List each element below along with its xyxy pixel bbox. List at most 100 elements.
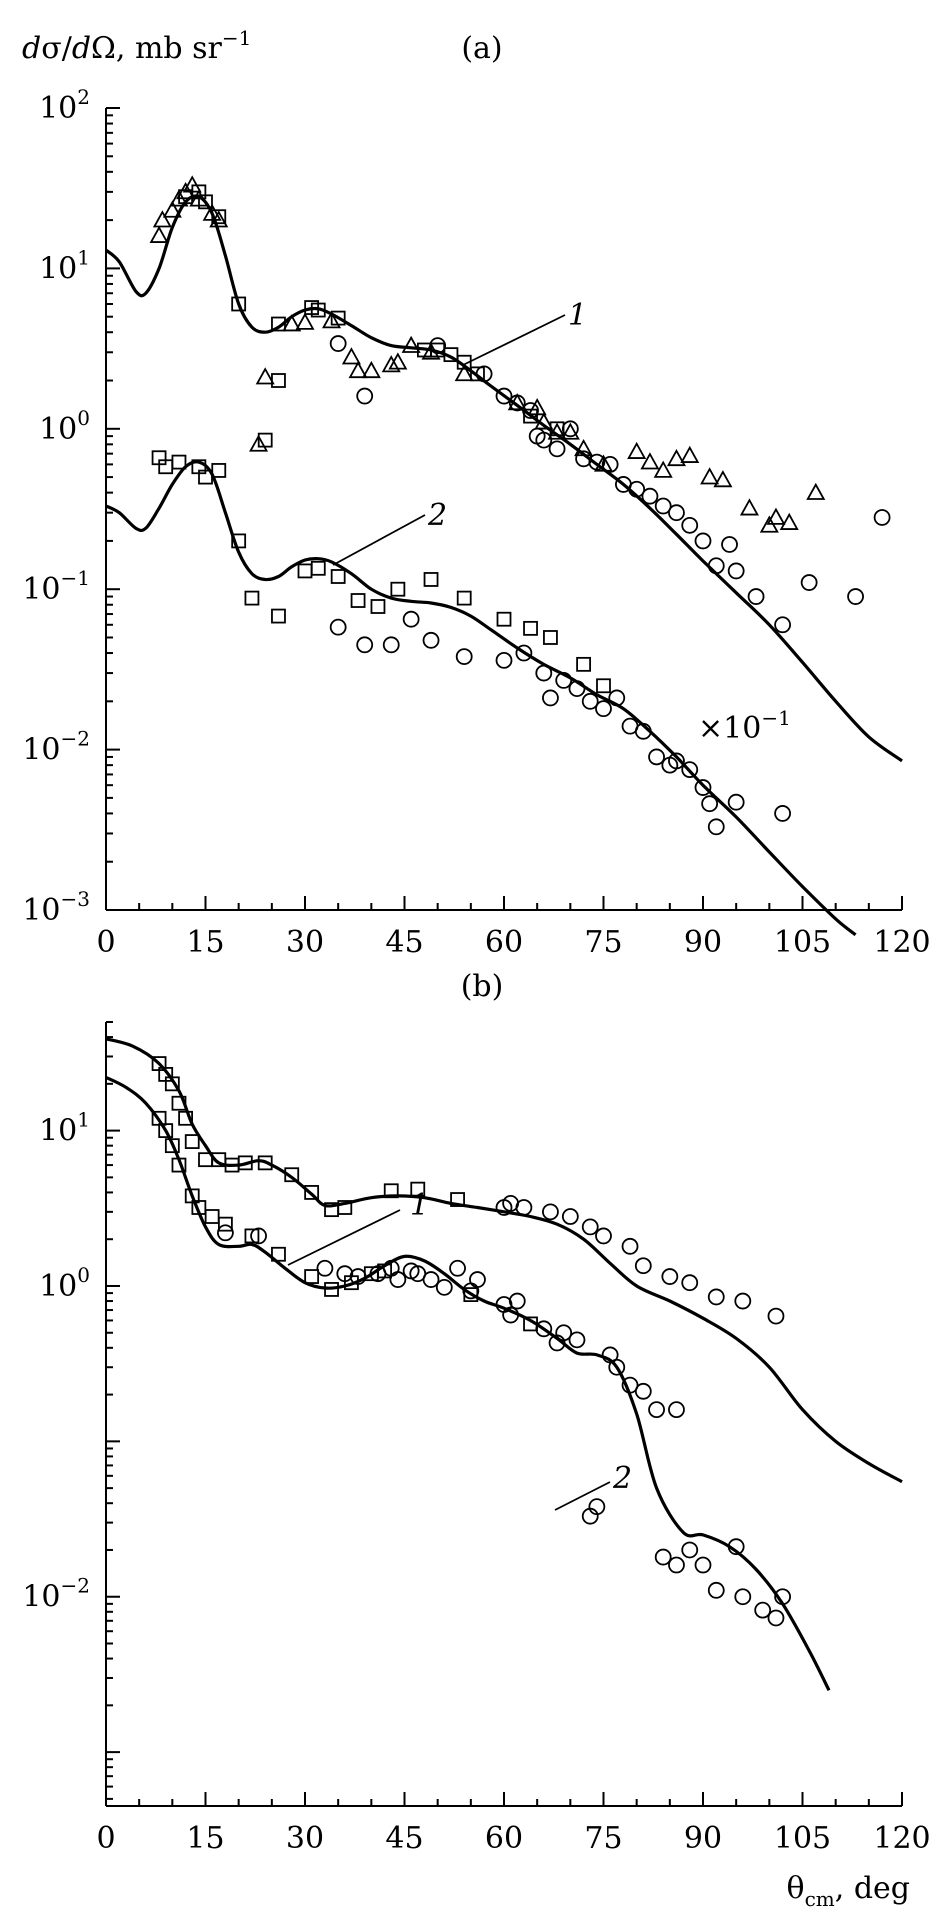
triangle-point <box>209 210 229 228</box>
circle-point <box>422 631 440 649</box>
square-point <box>543 630 558 645</box>
circle-point <box>681 516 699 534</box>
square-point <box>171 454 187 470</box>
y-axis-b: 101 100 10−2 <box>22 1021 120 1806</box>
y-axis-label: dσ/dΩ, mb sr−1 <box>22 26 251 66</box>
curve-2-label-a: 2 <box>427 498 447 533</box>
triangle-point <box>680 445 700 463</box>
circle-point <box>535 1320 553 1338</box>
square-point <box>211 463 227 478</box>
circle-point <box>727 1538 745 1556</box>
circle-point <box>648 1401 665 1419</box>
triangle-point <box>507 393 527 411</box>
circle-point <box>216 1224 234 1242</box>
circle-point <box>455 648 473 666</box>
x-tick-label: 105 <box>774 1821 831 1856</box>
circle-point <box>694 532 712 550</box>
square-point <box>231 533 247 549</box>
circle-point <box>595 1227 612 1245</box>
triangle-point <box>295 312 315 330</box>
x-tick-label: 0 <box>96 1821 115 1856</box>
x-tick-label: 75 <box>584 1821 622 1856</box>
circle-point <box>542 1203 559 1221</box>
circle-point <box>747 588 765 605</box>
circle-point <box>707 818 725 836</box>
curve-2 <box>105 1075 831 1692</box>
triangle-point <box>700 467 720 485</box>
circle-point <box>668 504 685 522</box>
circle-point <box>561 1208 579 1225</box>
y-tick-label: 102 <box>39 85 90 126</box>
circle-point <box>349 1268 367 1285</box>
markers-b <box>151 1056 791 1627</box>
x-axis-a: 0 15 30 45 60 75 90 105 120 <box>96 896 930 960</box>
circle-point <box>668 752 685 770</box>
curve-1-leader-a <box>462 314 566 366</box>
x-axis-b: 0 15 30 45 60 75 90 105 120 <box>96 1792 930 1856</box>
circle-point <box>508 1292 526 1310</box>
circle-point <box>522 402 539 419</box>
circle-point <box>548 440 566 458</box>
triangle-point <box>255 367 275 385</box>
square-point <box>171 1095 187 1111</box>
circle-point <box>469 1271 486 1288</box>
circle-point <box>581 1218 599 1236</box>
circle-point <box>727 793 745 811</box>
circle-point <box>707 1288 725 1306</box>
panel-label-a: (a) <box>461 31 502 66</box>
x-tick-label: 15 <box>186 925 224 960</box>
square-point <box>370 599 386 614</box>
circle-point <box>588 1498 606 1516</box>
square-point <box>310 302 326 318</box>
x-tick-label: 120 <box>873 925 930 960</box>
x-tick-label: 30 <box>286 1821 324 1856</box>
circle-point <box>767 1609 785 1627</box>
triangle-point <box>149 225 169 243</box>
triangle-point <box>574 438 594 457</box>
y-axis-a: 102 101 100 10−1 10−2 10−3 <box>22 85 120 928</box>
circle-point <box>654 1548 672 1566</box>
circle-point <box>542 689 559 707</box>
square-point <box>310 560 326 576</box>
circle-point <box>668 1401 685 1419</box>
x-tick-label: 0 <box>96 925 115 960</box>
circle-point <box>608 1358 626 1376</box>
curve-2-leader-b <box>554 1481 611 1511</box>
circle-point <box>621 1376 639 1394</box>
square-point <box>271 1246 286 1262</box>
circle-point <box>707 1581 725 1599</box>
square-point <box>164 1138 180 1154</box>
triangle-point <box>640 452 660 470</box>
x-tick-label: 75 <box>584 925 622 960</box>
square-point <box>204 1209 220 1224</box>
y-tick-label: 10−1 <box>22 566 90 607</box>
circle-point <box>734 1588 752 1606</box>
circle-point <box>402 610 420 628</box>
x-tick-label: 45 <box>385 1821 423 1856</box>
circle-point <box>668 1556 685 1574</box>
circle-point <box>581 692 599 710</box>
circle-point <box>329 335 347 352</box>
triangle-point <box>779 512 799 530</box>
circle-point <box>641 487 659 505</box>
square-point <box>271 608 286 624</box>
circle-point <box>734 1292 752 1310</box>
square-point <box>523 620 538 636</box>
square-point <box>523 408 538 424</box>
square-point <box>244 1228 260 1244</box>
circle-point <box>502 1306 520 1324</box>
triangle-point <box>348 360 368 379</box>
square-point <box>198 194 213 210</box>
circle-point <box>608 689 626 707</box>
circle-point <box>754 1601 772 1619</box>
circle-point <box>515 1199 533 1216</box>
triangle-point <box>381 355 401 373</box>
circle-point <box>336 1265 354 1283</box>
square-point <box>596 678 611 694</box>
triangle-point <box>401 335 421 353</box>
curves-a <box>104 194 903 937</box>
circle-point <box>535 664 553 682</box>
curve-2-leader-a <box>332 514 426 566</box>
triangle-point <box>766 507 786 525</box>
circle-point <box>449 1259 466 1277</box>
